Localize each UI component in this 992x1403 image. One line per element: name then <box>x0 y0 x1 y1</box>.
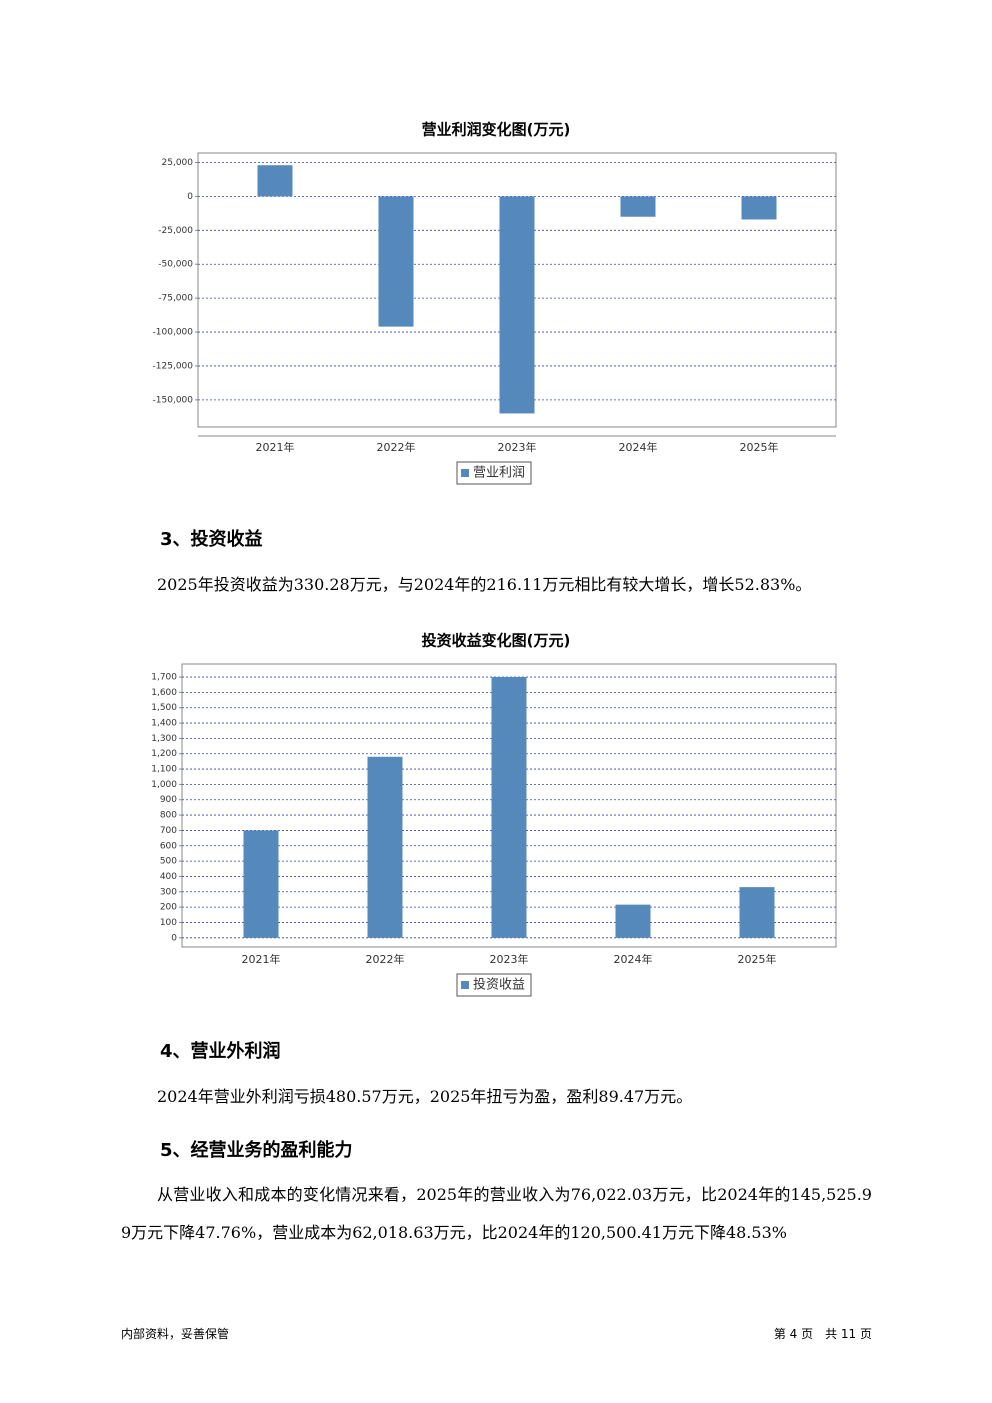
footer-right: 第 4 页 共 11 页 <box>773 1327 872 1341</box>
y-tick-label: -125,000 <box>153 361 194 371</box>
y-tick-label: 1,500 <box>151 703 177 713</box>
paragraph: 2025年投资收益为330.28万元，与2024年的216.11万元相比有较大增… <box>157 575 812 594</box>
legend-box <box>456 461 532 485</box>
y-tick-label: 300 <box>160 887 177 897</box>
y-tick-label: 1,100 <box>151 765 177 775</box>
footer-left: 内部资料，妥善保管 <box>121 1327 230 1341</box>
section-heading: 5、经营业务的盈利能力 <box>160 1140 353 1161</box>
paragraph: 2024年营业外利润亏损480.57万元，2025年扭亏为盈，盈利89.47万元… <box>157 1087 693 1106</box>
x-tick-label: 2024年 <box>614 952 653 966</box>
y-tick-label: 200 <box>160 903 177 913</box>
bar <box>620 196 656 217</box>
section-heading: 3、投资收益 <box>160 529 263 550</box>
y-tick-label: 0 <box>171 933 177 943</box>
y-tick-label: 1,300 <box>151 734 177 744</box>
y-tick-label: 900 <box>160 795 177 805</box>
y-tick-label: 1,200 <box>151 749 177 759</box>
x-tick-label: 2022年 <box>377 440 416 454</box>
x-tick-label: 2024年 <box>619 440 658 454</box>
y-tick-label: 1,600 <box>151 688 177 698</box>
bar <box>615 904 651 938</box>
y-tick-label: 1,000 <box>151 780 177 790</box>
y-tick-label: -75,000 <box>158 294 193 304</box>
y-tick-label: 0 <box>187 192 193 202</box>
section-heading: 4、营业外利润 <box>160 1041 281 1062</box>
legend-box <box>456 973 532 997</box>
y-tick-label: 1,700 <box>151 673 177 683</box>
y-tick-label: 700 <box>160 826 177 836</box>
chart-title: 投资收益变化图(万元) <box>422 632 571 650</box>
bar <box>378 196 414 327</box>
y-tick-label: 100 <box>160 918 177 928</box>
y-tick-label: -25,000 <box>158 226 193 236</box>
y-tick-label: 400 <box>160 872 177 882</box>
y-tick-label: 800 <box>160 811 177 821</box>
bar <box>741 196 777 220</box>
x-tick-label: 2023年 <box>498 440 537 454</box>
x-tick-label: 2023年 <box>490 952 529 966</box>
x-tick-label: 2022年 <box>366 952 405 966</box>
legend-label: 营业利润 <box>473 466 525 481</box>
y-tick-label: 500 <box>160 857 177 867</box>
bar <box>739 887 775 938</box>
y-tick-label: 1,400 <box>151 719 177 729</box>
x-tick-label: 2021年 <box>242 952 281 966</box>
y-tick-label: 25,000 <box>162 158 194 168</box>
y-tick-label: -100,000 <box>153 328 194 338</box>
x-tick-label: 2021年 <box>256 440 295 454</box>
bar <box>499 196 535 414</box>
y-tick-label: 600 <box>160 841 177 851</box>
y-tick-label: -150,000 <box>153 395 194 405</box>
bar <box>257 165 293 197</box>
x-tick-label: 2025年 <box>738 952 777 966</box>
legend-swatch <box>461 469 469 477</box>
bar <box>243 830 279 938</box>
legend-label: 投资收益 <box>473 977 525 993</box>
bar <box>367 756 403 938</box>
bar <box>491 677 527 938</box>
legend-swatch <box>461 981 469 989</box>
x-tick-label: 2025年 <box>740 440 779 454</box>
chart-title: 营业利润变化图(万元) <box>422 121 571 139</box>
paragraph: 从营业收入和成本的变化情况来看，2025年的营业收入为76,022.03万元，比… <box>121 1185 872 1242</box>
y-tick-label: -50,000 <box>158 260 193 270</box>
